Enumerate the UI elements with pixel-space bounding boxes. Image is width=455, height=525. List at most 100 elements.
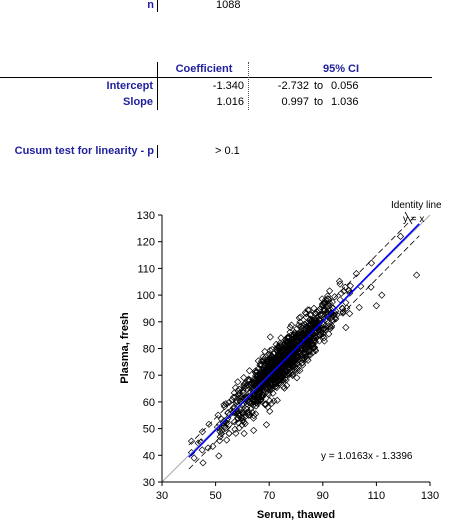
data-point [238, 400, 246, 409]
data-point [280, 384, 289, 392]
data-point [245, 376, 253, 384]
data-point [230, 418, 239, 426]
data-point [215, 452, 223, 460]
data-point [314, 324, 322, 332]
data-point [272, 370, 280, 378]
data-point [343, 304, 351, 312]
data-point [308, 341, 316, 349]
table-dotted-divider [248, 62, 249, 110]
data-point [198, 446, 206, 454]
row-ci-high-intercept: 0.056 [331, 80, 359, 92]
data-point [251, 410, 260, 418]
data-point [325, 330, 333, 338]
y-tick-label: 130 [137, 210, 155, 222]
data-point [297, 313, 305, 321]
data-point [277, 373, 285, 382]
lower-band-line [188, 235, 420, 470]
data-point [259, 353, 267, 361]
data-point [209, 442, 217, 451]
x-tick-label: 50 [209, 490, 221, 502]
data-point [337, 289, 345, 297]
x-axis-label: Serum, thawed [257, 509, 335, 521]
data-point [257, 361, 265, 370]
y-tick-label: 90 [143, 317, 155, 329]
cusum-label: Cusum test for linearity - p [14, 145, 154, 157]
data-point [235, 424, 243, 432]
header-coefficient: Coefficient [175, 63, 233, 75]
data-point [262, 421, 271, 429]
data-point [225, 429, 233, 437]
data-point [296, 366, 304, 375]
data-point [276, 354, 285, 362]
data-point [275, 356, 283, 364]
data-point [331, 293, 339, 301]
data-point [295, 314, 303, 322]
data-point [328, 316, 336, 324]
y-tick-label: 40 [143, 450, 155, 462]
data-point [276, 339, 284, 347]
data-point [199, 459, 207, 467]
data-point [322, 296, 330, 304]
header-ci: 95% CI [322, 63, 360, 75]
data-point [277, 342, 285, 350]
data-point [266, 364, 274, 372]
data-point [319, 325, 327, 333]
data-point [279, 352, 288, 360]
data-point [372, 302, 381, 310]
data-point [187, 437, 196, 445]
upper-band-line [188, 215, 417, 446]
data-point [225, 420, 233, 429]
y-tick-label: 30 [143, 477, 155, 489]
y-tick-label: 100 [137, 290, 155, 302]
data-point [285, 356, 294, 364]
data-point [272, 382, 281, 390]
data-point [286, 323, 294, 332]
data-point [367, 259, 376, 267]
identity-label-leader [404, 211, 413, 225]
data-point [243, 405, 251, 413]
data-point [328, 322, 336, 330]
data-point [297, 340, 306, 348]
axes-layer: 30 50 70 90 110 130 30 40 50 60 70 80 90 100 110 120 130 [137, 210, 440, 502]
x-tick-label: 70 [263, 490, 275, 502]
data-point [245, 367, 254, 375]
data-point [304, 327, 312, 335]
data-point [293, 364, 301, 373]
data-point [266, 407, 274, 415]
data-point [305, 342, 313, 350]
data-point [310, 343, 319, 351]
row-coefficient-slope: 1.016 [216, 96, 244, 108]
data-point [412, 271, 421, 279]
data-point [294, 347, 302, 355]
data-point [378, 291, 386, 299]
row-ci-low-intercept: -2.732 [277, 80, 309, 92]
data-point [254, 399, 262, 407]
data-point [254, 388, 262, 396]
data-point [293, 366, 301, 375]
data-point [310, 319, 318, 327]
data-point [234, 414, 242, 422]
y-axis-label: Plasma, fresh [119, 312, 131, 384]
data-point [220, 402, 229, 411]
identity-line-label: Identity line [391, 200, 442, 211]
data-point [312, 347, 320, 355]
data-point [255, 365, 263, 373]
x-tick-label: 130 [421, 490, 439, 502]
data-point [319, 332, 327, 340]
points-layer [187, 232, 421, 467]
data-point [297, 346, 306, 354]
data-point [296, 345, 305, 353]
data-point [352, 270, 361, 278]
data-point [234, 378, 242, 386]
data-point [285, 369, 293, 377]
y-tick-label: 80 [143, 344, 155, 356]
data-point [225, 398, 233, 406]
data-point [271, 355, 280, 363]
data-point [269, 362, 277, 371]
data-point [301, 334, 309, 342]
data-point [304, 306, 312, 314]
data-point [240, 429, 248, 438]
data-point [329, 316, 337, 324]
data-point [220, 401, 228, 409]
row-ci-sep-slope: to [314, 96, 324, 108]
